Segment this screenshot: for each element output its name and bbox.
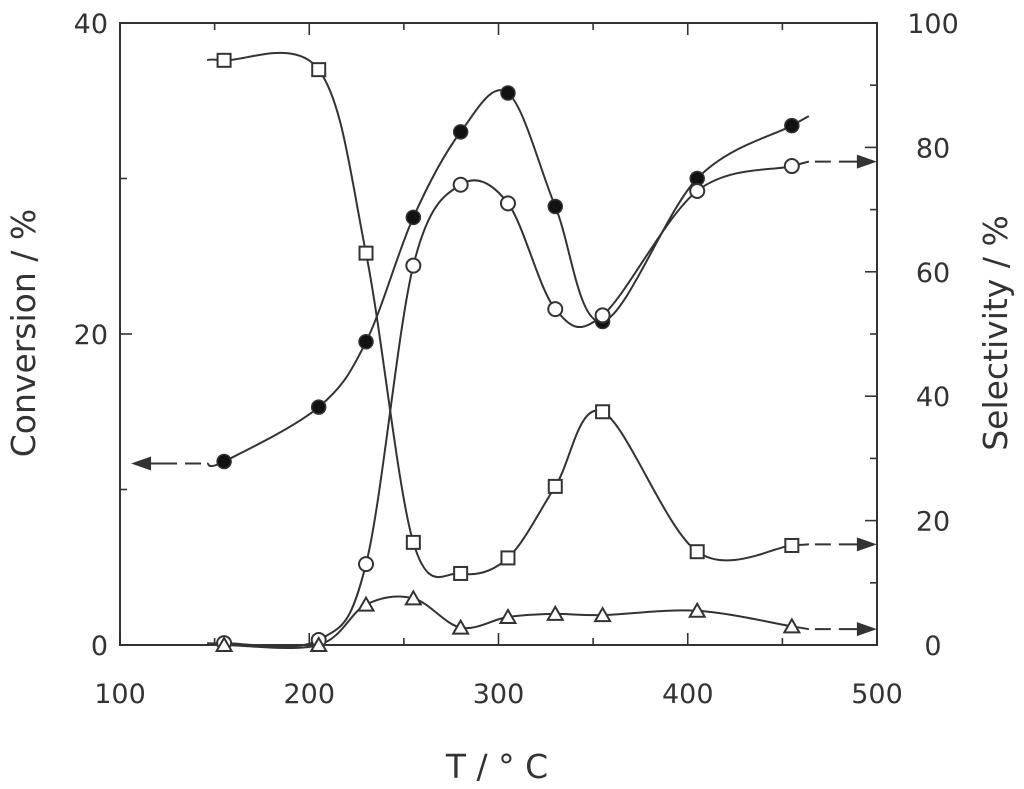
data-point-open-circle [783, 158, 800, 175]
y-left-tick-label: 0 [91, 631, 108, 662]
axis-arrow-head [856, 537, 877, 552]
y-axis-right-title: Selectivity / % [976, 215, 1015, 451]
data-point-open-triangle [687, 601, 707, 618]
data-point-open-triangle [214, 635, 234, 652]
data-point-open-triangle [546, 604, 565, 621]
data-point-open-circle [594, 307, 611, 324]
data-point-open-circle [547, 301, 564, 318]
y-right-tick-label: 80 [916, 133, 950, 164]
series-markers [214, 52, 802, 652]
data-point-filled-circle [500, 85, 516, 101]
data-point-open-triangle [782, 617, 802, 634]
data-point-filled-circle [452, 124, 469, 140]
data-point-open-square [453, 565, 469, 581]
x-axis-title: T / ° C [445, 747, 548, 786]
data-point-open-circle [689, 182, 706, 199]
data-point-open-square [405, 534, 421, 550]
x-tick-label: 300 [473, 679, 525, 710]
data-point-open-circle [405, 257, 422, 274]
data-point-filled-circle [784, 117, 800, 134]
data-point-open-triangle [404, 589, 423, 606]
series-line-filled-circle [206, 89, 810, 468]
y-axis-left-title: Conversion / % [4, 209, 43, 457]
y-right-tick-label: 0 [924, 631, 941, 662]
data-point-open-square [689, 544, 705, 560]
data-point-open-square [358, 245, 374, 261]
data-point-open-circle [499, 195, 516, 212]
axis-arrow-head [856, 154, 877, 169]
x-tick-label: 100 [94, 679, 146, 710]
data-point-open-square [216, 52, 232, 68]
data-point-filled-circle [216, 453, 232, 470]
x-tick-label: 500 [851, 679, 903, 710]
y-left-tick-label: 40 [74, 9, 108, 40]
data-point-open-circle [452, 176, 469, 193]
axis-arrow-head [856, 622, 877, 637]
data-point-open-square [547, 478, 563, 494]
y-right-tick-label: 100 [907, 9, 959, 40]
data-point-open-triangle [593, 606, 612, 623]
y-left-tick-label: 20 [74, 320, 108, 351]
y-right-tick-label: 20 [916, 507, 950, 538]
data-point-filled-circle [405, 209, 422, 226]
axis-arrows [131, 154, 877, 637]
data-point-open-square [784, 537, 800, 553]
data-point-open-circle [358, 556, 375, 573]
series-line-open-triangle [207, 595, 810, 649]
plot-frame [119, 22, 878, 646]
data-point-open-square [595, 404, 611, 420]
data-point-filled-circle [358, 334, 374, 350]
x-tick-label: 200 [283, 679, 335, 710]
series-line-open-square [207, 52, 809, 579]
data-point-open-triangle [451, 618, 470, 635]
data-point-open-square [311, 62, 327, 78]
x-tick-label: 400 [662, 679, 714, 710]
data-point-open-triangle [309, 635, 328, 652]
data-point-filled-circle [310, 399, 327, 415]
data-point-open-triangle [356, 595, 376, 612]
plot-area-border [119, 22, 878, 646]
y-right-tick-label: 60 [916, 258, 950, 289]
data-point-open-triangle [498, 608, 518, 625]
axis-arrow-head [131, 456, 152, 471]
data-point-open-square [500, 550, 516, 566]
data-point-filled-circle [547, 198, 564, 215]
series-line-open-circle [207, 160, 810, 648]
y-right-tick-label: 40 [916, 382, 950, 413]
